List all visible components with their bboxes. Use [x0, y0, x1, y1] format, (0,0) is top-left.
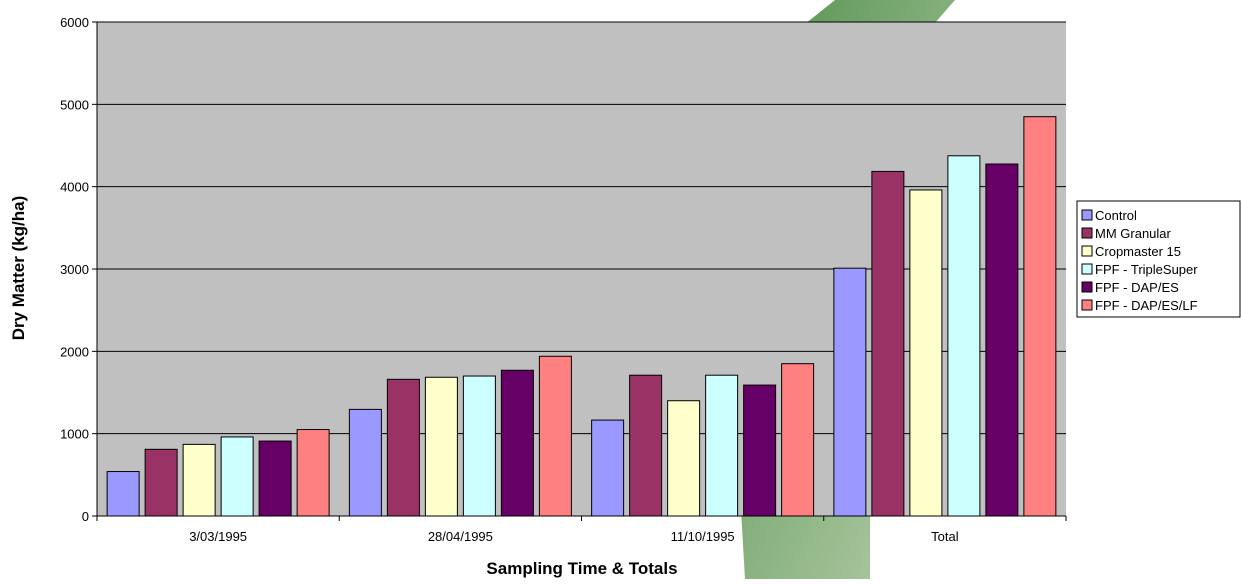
x-tick-label: Total — [931, 529, 959, 544]
legend-entry-label: FPF - DAP/ES/LF — [1095, 298, 1198, 313]
y-tick-label: 2000 — [60, 344, 89, 359]
legend-entry-label: FPF - DAP/ES — [1095, 280, 1179, 295]
bar — [909, 189, 943, 517]
y-tick-label: 0 — [82, 509, 89, 524]
bar — [705, 374, 739, 517]
legend-entry-label: MM Granular — [1095, 226, 1172, 241]
legend-swatch — [1081, 281, 1093, 293]
bar — [833, 267, 867, 517]
y-tick-label: 3000 — [60, 262, 89, 277]
bar — [220, 436, 254, 517]
legend-entry-label: Cropmaster 15 — [1095, 244, 1181, 259]
y-tick-label: 1000 — [60, 427, 89, 442]
bar — [743, 384, 777, 517]
y-axis-title: Dry Matter (kg/ha) — [9, 196, 28, 341]
bar — [871, 170, 905, 517]
y-tick-label: 6000 — [60, 15, 89, 30]
legend-swatch — [1081, 209, 1093, 221]
bar — [500, 369, 534, 517]
bar — [144, 448, 178, 517]
x-tick-label: 3/03/1995 — [189, 529, 247, 544]
bar — [106, 471, 140, 517]
bar — [424, 376, 458, 517]
x-tick-label: 11/10/1995 — [671, 529, 735, 544]
bar — [386, 378, 420, 517]
bar — [296, 429, 330, 517]
bar — [985, 163, 1019, 517]
legend-swatch — [1081, 227, 1093, 239]
bar — [258, 440, 292, 517]
bar — [629, 374, 663, 517]
bar — [348, 408, 382, 517]
bar — [1023, 116, 1057, 517]
legend-box — [1076, 200, 1241, 318]
y-tick-label: 4000 — [60, 180, 89, 195]
bar — [781, 363, 815, 517]
legend-entry-label: FPF - TripleSuper — [1095, 262, 1198, 277]
legend-entry-label: Control — [1095, 208, 1137, 223]
legend-swatch — [1081, 299, 1093, 311]
bar — [462, 375, 496, 517]
x-axis-title: Sampling Time & Totals — [486, 559, 677, 578]
bar — [182, 443, 216, 517]
y-tick-label: 5000 — [60, 97, 89, 112]
bar — [667, 400, 701, 517]
plot-area: 0 1000 2000 3000 4000 5000 6000 3/03/1995 28/04/… — [60, 15, 1067, 544]
legend-swatch — [1081, 263, 1093, 275]
legend: Control MM Granular Cropmaster 15 FPF - Tri… — [1076, 200, 1241, 318]
bar — [947, 155, 981, 517]
bar — [591, 419, 625, 517]
legend-swatch — [1081, 245, 1093, 257]
bar — [538, 355, 572, 517]
x-tick-label: 28/04/1995 — [428, 529, 493, 544]
